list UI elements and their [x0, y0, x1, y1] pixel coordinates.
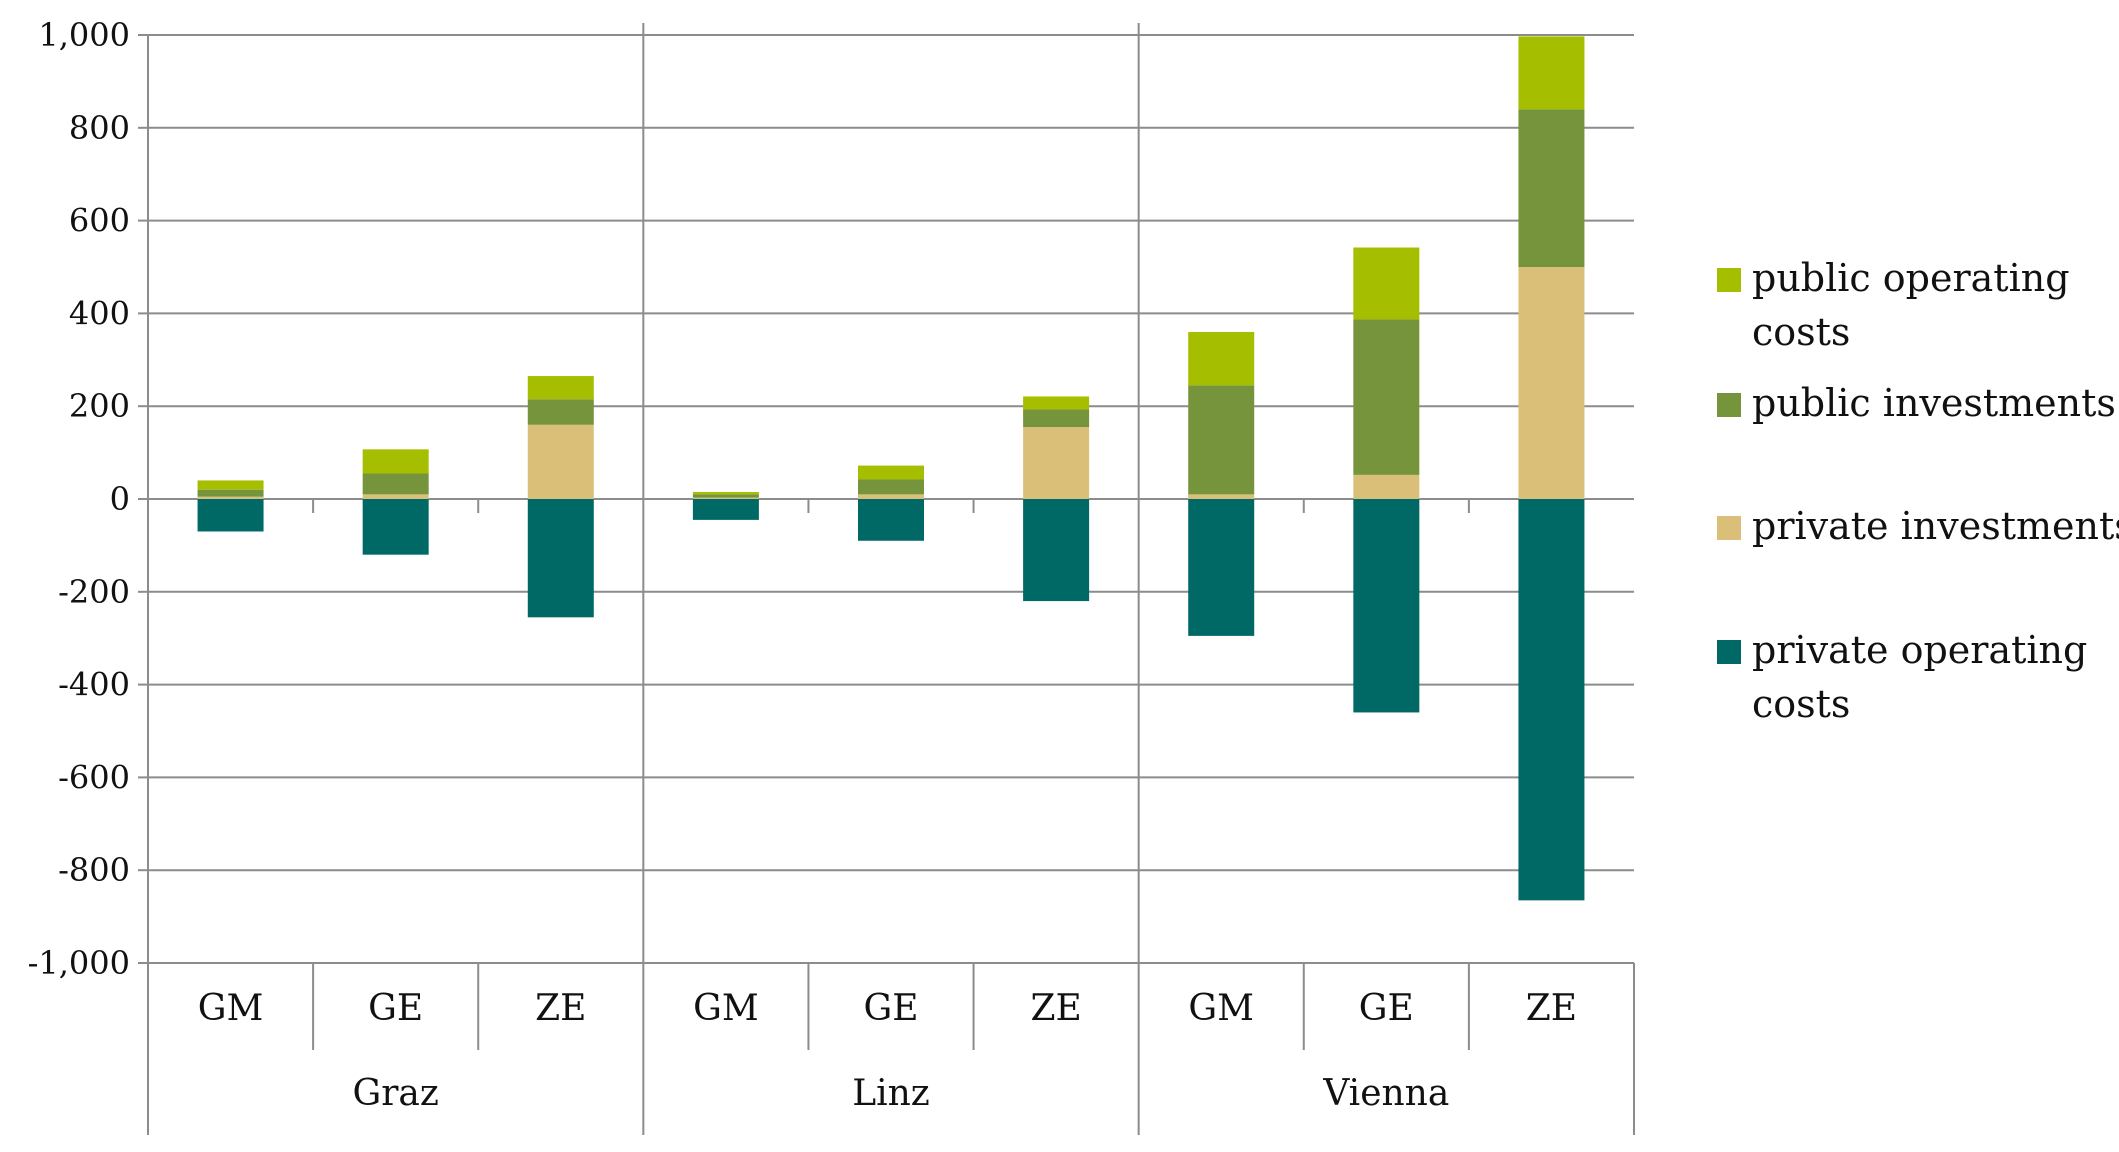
y-tick-label: 1,000	[38, 16, 130, 54]
bar-public-operating-costs-linz-ze	[1023, 396, 1090, 410]
bar-public-investments-graz-ze	[527, 399, 594, 425]
legend: public operating costs public investments p…	[1717, 256, 2119, 726]
legend-label: public operating	[1752, 256, 2070, 300]
x-category-label: ZE	[1526, 988, 1577, 1029]
bar-private-investments-linz-ze	[1023, 427, 1090, 499]
x-group-label: Vienna	[1322, 1073, 1449, 1114]
legend-label: private investments	[1752, 504, 2119, 548]
y-tick-label: 800	[69, 109, 130, 147]
bar-private-investments-graz-gm	[197, 496, 264, 499]
x-category-label: GE	[1359, 988, 1414, 1029]
bar-private-operating-costs-linz-gm	[692, 499, 759, 520]
bar-public-investments-vienna-ze	[1518, 109, 1585, 268]
y-tick-label: -200	[58, 573, 130, 611]
x-category-label: GM	[198, 988, 264, 1029]
bar-private-operating-costs-vienna-ze	[1518, 499, 1585, 901]
bar-public-operating-costs-linz-gm	[692, 492, 759, 495]
bar-private-operating-costs-graz-ge	[362, 499, 429, 555]
bar-private-investments-vienna-gm	[1188, 494, 1255, 499]
y-axis-ticks: 1,000 800 600 400 200 0 -200 -400 -600 -800 -1,000	[28, 16, 148, 982]
y-tick-label: -800	[58, 851, 130, 889]
bar-public-operating-costs-vienna-ge	[1353, 247, 1420, 320]
y-tick-label: -600	[58, 758, 130, 796]
legend-label: public investments	[1752, 381, 2116, 425]
legend-swatch	[1717, 516, 1741, 540]
bar-private-operating-costs-vienna-gm	[1188, 499, 1255, 636]
bar-public-operating-costs-linz-ge	[858, 465, 924, 480]
bar-public-investments-vienna-ge	[1353, 319, 1420, 475]
legend-swatch	[1717, 640, 1741, 664]
legend-swatch	[1717, 393, 1741, 417]
x-category-label: ZE	[535, 988, 586, 1029]
bars	[197, 36, 1585, 901]
bar-public-operating-costs-graz-gm	[197, 480, 264, 490]
y-tick-label: 0	[110, 480, 130, 518]
x-category-label: ZE	[1030, 988, 1081, 1029]
y-tick-label: 400	[69, 294, 130, 332]
x-category-label: GM	[693, 988, 759, 1029]
bar-public-investments-graz-ge	[362, 473, 429, 495]
bar-private-operating-costs-vienna-ge	[1353, 499, 1420, 713]
x-category-label: GE	[863, 988, 918, 1029]
y-tick-label: -400	[58, 666, 130, 704]
bar-private-investments-vienna-ge	[1353, 474, 1420, 499]
bar-public-investments-linz-gm	[692, 494, 759, 498]
bar-private-investments-graz-ge	[362, 494, 429, 499]
y-tick-label: 200	[69, 387, 130, 425]
x-group-label: Graz	[352, 1073, 438, 1114]
bar-private-investments-graz-ze	[527, 424, 594, 499]
bar-private-investments-linz-ge	[858, 494, 924, 499]
legend-swatch	[1717, 268, 1741, 292]
bar-public-operating-costs-vienna-gm	[1188, 331, 1255, 386]
legend-label: costs	[1752, 682, 1850, 726]
x-axis-categories: GM GE ZE Graz GM GE ZE Linz GM GE ZE Vienna	[198, 988, 1577, 1114]
bar-private-operating-costs-graz-gm	[197, 499, 264, 532]
legend-label: costs	[1752, 310, 1850, 354]
bar-public-investments-vienna-gm	[1188, 385, 1255, 495]
x-category-label: GE	[368, 988, 423, 1029]
y-tick-label: 600	[69, 202, 130, 240]
bar-public-operating-costs-graz-ge	[362, 449, 429, 474]
x-group-label: Linz	[852, 1073, 930, 1114]
bar-public-investments-linz-ze	[1023, 409, 1090, 428]
bar-private-investments-vienna-ze	[1518, 267, 1585, 499]
bar-public-operating-costs-graz-ze	[527, 376, 594, 400]
bar-private-operating-costs-graz-ze	[527, 499, 594, 618]
bar-private-operating-costs-linz-ze	[1023, 499, 1090, 602]
bar-private-investments-linz-gm	[692, 497, 759, 499]
y-tick-label: -1,000	[28, 944, 130, 982]
axes	[147, 23, 1635, 1135]
bar-public-operating-costs-vienna-ze	[1518, 36, 1585, 110]
legend-label: private operating	[1752, 628, 2087, 672]
bar-public-investments-graz-gm	[197, 489, 264, 497]
bar-public-investments-linz-ge	[858, 479, 924, 495]
bar-private-operating-costs-linz-ge	[858, 499, 924, 541]
x-category-label: GM	[1188, 988, 1254, 1029]
